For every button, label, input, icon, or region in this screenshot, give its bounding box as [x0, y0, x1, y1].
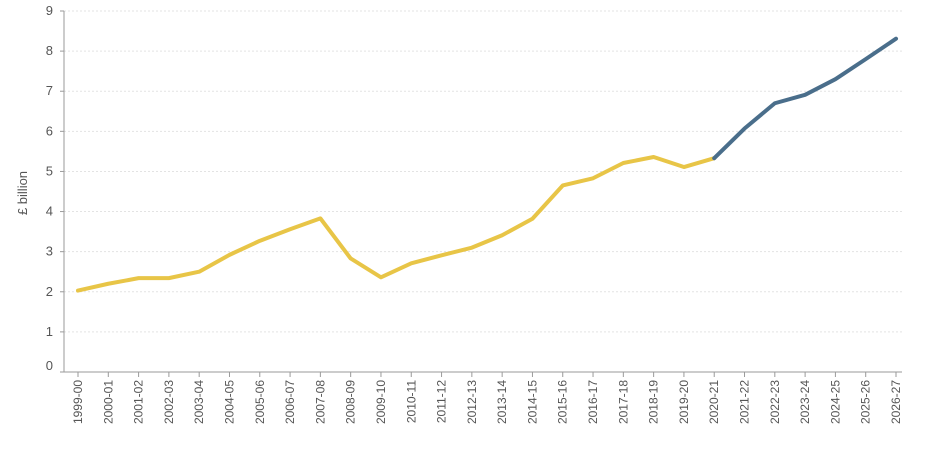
y-axis-label: £ billion — [15, 171, 30, 215]
data-point — [137, 276, 141, 280]
x-tick-label: 2025-26 — [859, 380, 873, 424]
data-point — [833, 77, 837, 81]
x-tick-labels: 1999-00 2000-01 2001-02 2002-03 2003-04 2004-… — [71, 380, 903, 424]
y-tick-label: 5 — [46, 163, 53, 178]
data-point — [288, 227, 292, 231]
data-point — [409, 261, 413, 265]
y-tick-label: 7 — [46, 83, 53, 98]
x-tick-label: 2000-01 — [101, 380, 115, 424]
data-point — [773, 101, 777, 105]
data-point — [379, 275, 383, 279]
series-line-2 — [712, 36, 898, 161]
x-tick-label: 2002-03 — [162, 380, 176, 424]
data-point — [803, 93, 807, 97]
x-tick-label: 2012-13 — [465, 380, 479, 424]
x-tick-label: 2013-14 — [495, 380, 509, 424]
series-line-1 — [76, 155, 717, 293]
data-point — [167, 276, 171, 280]
x-tick-label: 2005-06 — [253, 380, 267, 424]
y-tick-label: 3 — [46, 244, 53, 259]
data-point — [621, 161, 625, 165]
x-tick-label: 2009-10 — [374, 380, 388, 424]
x-tick-label: 2007-08 — [313, 380, 327, 424]
x-tick-label: 2014-15 — [525, 380, 539, 424]
gridlines — [64, 10, 902, 333]
series-lines — [76, 36, 898, 293]
x-tick-label: 2011-12 — [435, 380, 449, 423]
y-tick-label: 2 — [46, 284, 53, 299]
data-point — [591, 176, 595, 180]
x-tick-label: 2010-11 — [404, 380, 418, 423]
x-tick-label: 2017-18 — [616, 380, 630, 424]
x-tick-label: 2024-25 — [828, 380, 842, 424]
data-point — [197, 270, 201, 274]
x-tick-label: 2020-21 — [707, 380, 721, 424]
data-point — [227, 253, 231, 257]
x-tick-label: 2019-20 — [677, 380, 691, 424]
data-point — [743, 127, 747, 131]
data-point — [864, 57, 868, 61]
y-tick-label: 1 — [46, 324, 53, 339]
data-point — [258, 239, 262, 243]
data-point — [530, 217, 534, 221]
data-point — [652, 155, 656, 159]
x-tick-label: 2023-24 — [798, 380, 812, 424]
data-point — [470, 246, 474, 250]
data-point — [561, 183, 565, 187]
x-tick-label: 2016-17 — [586, 380, 600, 424]
x-tick-label: 2008-09 — [344, 380, 358, 424]
x-tick-label: 2026-27 — [889, 380, 903, 424]
y-tick-labels: 0 1 2 3 4 5 6 7 8 9 — [46, 3, 53, 373]
x-tick-label: 2021-22 — [738, 380, 752, 424]
x-tick-label: 2015-16 — [556, 380, 570, 424]
data-point — [500, 233, 504, 237]
axes — [60, 10, 902, 377]
data-point — [76, 289, 80, 293]
x-tick-label: 1999-00 — [71, 380, 85, 424]
data-point — [349, 256, 353, 260]
data-point — [106, 282, 110, 286]
x-tick-label: 2022-23 — [768, 380, 782, 424]
y-tick-label: 8 — [46, 43, 53, 58]
x-tick-label: 2006-07 — [283, 380, 297, 424]
y-tick-label: 9 — [46, 3, 53, 18]
x-tick-label: 2003-04 — [192, 380, 206, 424]
y-tick-label: 4 — [46, 204, 53, 219]
data-point — [440, 253, 444, 257]
data-point — [712, 156, 716, 160]
x-tick-label: 2018-19 — [647, 380, 661, 424]
data-point — [682, 165, 686, 169]
x-tick-label: 2001-02 — [132, 380, 146, 424]
y-tick-label: 6 — [46, 123, 53, 138]
y-tick-label: 0 — [46, 358, 53, 373]
data-point — [318, 216, 322, 220]
data-point — [894, 37, 898, 41]
x-tick-label: 2004-05 — [222, 380, 236, 424]
